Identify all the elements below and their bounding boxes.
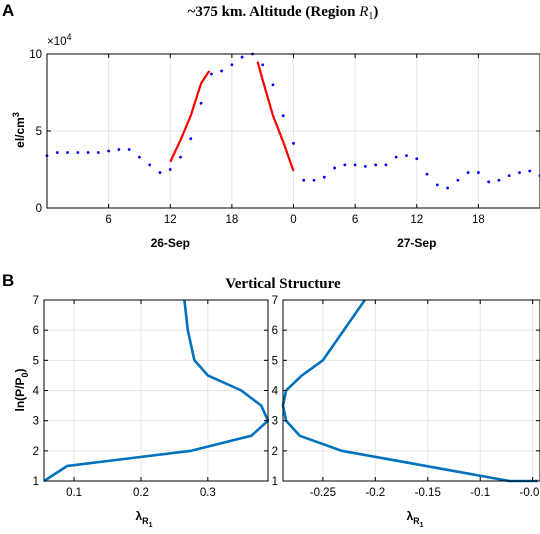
data-point (168, 168, 172, 171)
data-point (230, 63, 234, 67)
panel-label-b: B (2, 271, 14, 290)
data-point (363, 165, 367, 168)
x-tick-label: 18 (225, 214, 238, 226)
data-point (117, 148, 121, 151)
chart-a-y-exponent: ×104 (47, 32, 72, 48)
y-tick-label: 4 (272, 386, 279, 398)
chart-b-ylabel: ln(P/P0) (13, 368, 30, 411)
data-point (138, 155, 141, 159)
data-point (425, 172, 429, 176)
y-tick-label: 0 (36, 203, 42, 215)
data-point (107, 149, 111, 153)
y-tick-label: 2 (33, 446, 39, 458)
y-tick-label: 1 (33, 476, 39, 488)
data-point (240, 55, 244, 59)
x-tick-label: 12 (164, 214, 177, 226)
chart-b-left-xlabel: λR1 (135, 509, 152, 529)
data-point (333, 166, 336, 170)
data-point (199, 101, 203, 105)
y-tick-label: 4 (33, 386, 40, 398)
data-point (353, 163, 357, 167)
x-tick-label: -0.25 (310, 487, 336, 499)
data-point (343, 163, 347, 167)
y-tick-label: 5 (33, 355, 39, 367)
x-tick-label: -0.15 (415, 487, 441, 499)
data-point (76, 151, 80, 154)
chart-a-ylabel: el/cm3 (11, 112, 27, 148)
y-tick-label: 7 (33, 295, 39, 307)
chart-b-title: Vertical Structure (225, 276, 341, 292)
y-tick-label: 5 (272, 355, 278, 367)
chart-b-left: 0.1 0.2 0.3 1 2 3 4 5 6 7 (33, 295, 270, 499)
y-tick-label: 5 (36, 126, 42, 138)
data-point (55, 151, 59, 154)
x-tick-label: -0.1 (470, 487, 490, 499)
data-point (394, 155, 398, 159)
data-point (456, 178, 460, 182)
data-point (507, 174, 511, 178)
y-tick-label: 3 (33, 416, 39, 428)
y-tick-label: 6 (272, 325, 278, 337)
x-tick-label: 6 (352, 214, 358, 226)
x-tick-label: 0 (290, 214, 296, 226)
data-point (96, 151, 100, 154)
data-point (312, 178, 316, 182)
y-tick-label: 10 (29, 49, 42, 61)
data-point (497, 178, 501, 182)
data-point (281, 114, 285, 117)
data-point (209, 72, 213, 76)
data-point (415, 157, 419, 161)
chart-a-title: ~375 km. Altitude (Region R1) (188, 4, 379, 22)
data-point (384, 163, 388, 167)
chart-b-right-xlabel: λR1 (406, 509, 423, 529)
data-point (220, 69, 224, 73)
data-point (127, 148, 131, 151)
y-tick-label: 3 (272, 416, 278, 428)
data-point (261, 63, 265, 67)
y-tick-label: 6 (33, 325, 39, 337)
chart-a: 6 12 18 0 6 12 18 0 5 10 26-Sep 27-Sep (29, 49, 540, 250)
x-tick-label: 0.3 (200, 487, 216, 499)
data-point (466, 171, 470, 174)
data-point (435, 183, 439, 187)
data-point (189, 137, 193, 141)
x-tick-label: -0.2 (365, 487, 385, 499)
y-tick-label: 1 (272, 476, 278, 488)
x-tick-label: 12 (410, 214, 423, 226)
x-tick-label: 0.1 (66, 487, 82, 499)
data-point (271, 83, 275, 87)
x-tick-label: 18 (472, 214, 485, 226)
data-point (528, 169, 532, 173)
series-line (256, 61, 295, 172)
data-point (405, 154, 408, 158)
data-point (292, 141, 295, 145)
data-point (518, 171, 521, 174)
data-point (158, 171, 162, 174)
data-point (148, 163, 152, 167)
x-tick-label: 6 (105, 214, 111, 226)
data-point (374, 163, 378, 167)
date-label: 26-Sep (151, 236, 190, 250)
x-tick-label: 0.2 (133, 487, 149, 499)
data-point (179, 155, 182, 159)
series-line (169, 70, 211, 163)
data-point (476, 171, 480, 174)
date-label: 27-Sep (397, 236, 436, 250)
x-tick-label: -0.05 (520, 487, 540, 499)
y-tick-label: 2 (272, 446, 278, 458)
data-point (86, 151, 90, 154)
data-point (322, 175, 326, 179)
series-line (43, 299, 270, 483)
data-point (446, 186, 449, 190)
chart-b-right: -0.25 -0.2 -0.15 -0.1 -0.05 1 2 3 4 5 6 7 (272, 295, 540, 499)
data-point (487, 180, 491, 184)
y-tick-label: 7 (272, 295, 278, 307)
data-point (302, 178, 306, 182)
data-point (66, 151, 69, 154)
panel-label-a: A (2, 1, 14, 20)
